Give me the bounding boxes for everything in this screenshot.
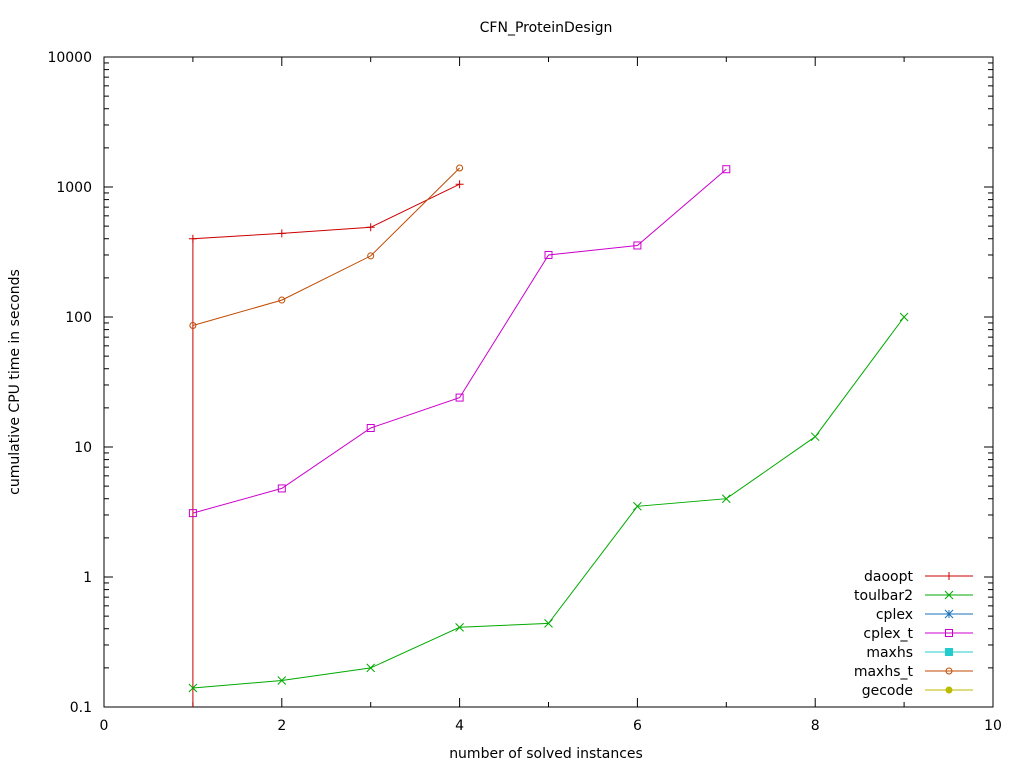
data-point-maxhs_t: [189, 322, 197, 330]
data-point-cplex_t: [722, 165, 731, 174]
series-maxhs_t: [189, 164, 464, 330]
legend-label-daoopt: daoopt: [864, 569, 913, 585]
x-tick-label: 6: [633, 718, 642, 734]
data-point-cplex_t: [277, 484, 286, 493]
y-tick-label: 0.1: [70, 700, 92, 716]
data-point-cplex_t: [455, 393, 464, 402]
data-point-toulbar2: [810, 432, 820, 442]
y-tick-label: 10: [74, 440, 92, 456]
legend-label-maxhs: maxhs: [866, 645, 913, 661]
y-tick-label: 100: [65, 310, 92, 326]
data-point-cplex_t: [188, 509, 197, 518]
legend-label-maxhs_t: maxhs_t: [854, 664, 914, 680]
data-point-toulbar2: [544, 618, 553, 628]
plot-frame: [103, 56, 994, 708]
axis-tick-labels: 0 2 4 6 8 10 0.1 1 10 100 1000 10000: [47, 50, 1001, 734]
legend-marker-daoopt: [945, 572, 953, 580]
data-point-cplex_t: [366, 424, 375, 433]
legend-marker-toulbar2: [944, 590, 954, 600]
legend-marker-maxhs: [945, 648, 953, 656]
x-tick-label: 0: [100, 718, 109, 734]
data-point-daoopt: [455, 180, 464, 189]
y-tick-label: 1: [83, 570, 92, 586]
data-point-cplex_t: [633, 241, 642, 250]
data-point-toulbar2: [721, 494, 731, 504]
legend-label-gecode: gecode: [862, 683, 913, 699]
data-point-daoopt: [366, 223, 375, 232]
series-line-daoopt: [192, 183, 460, 707]
data-point-maxhs_t: [367, 252, 375, 260]
data-point-toulbar2: [455, 622, 464, 632]
x-tick-label: 4: [455, 718, 464, 734]
series-line-cplex_t: [192, 168, 727, 514]
legend-marker-cplex_t: [945, 629, 953, 637]
x-tick-label: 2: [277, 718, 286, 734]
data-point-toulbar2: [188, 683, 198, 693]
data-point-toulbar2: [277, 676, 287, 685]
legend-marker-gecode: [945, 686, 953, 694]
series-layer: [188, 164, 909, 707]
series-cplex_t: [188, 165, 731, 518]
data-point-maxhs_t: [278, 296, 286, 304]
legend-label-toulbar2: toulbar2: [854, 588, 913, 604]
data-point-toulbar2: [366, 663, 376, 673]
legend-marker-maxhs_t: [945, 667, 953, 675]
chart-title: CFN_ProteinDesign: [480, 20, 613, 36]
y-axis-label: cumulative CPU time in seconds: [7, 269, 23, 495]
data-point-cplex_t: [544, 250, 553, 259]
x-axis-label: number of solved instances: [449, 746, 643, 762]
y-tick-label: 10000: [47, 50, 92, 66]
data-point-daoopt: [188, 234, 197, 243]
data-point-toulbar2: [633, 501, 642, 511]
x-tick-label: 8: [811, 718, 820, 734]
data-point-daoopt: [277, 229, 286, 238]
x-tick-label: 10: [984, 718, 1002, 734]
series-daoopt: [188, 180, 464, 707]
series-line-toulbar2: [192, 316, 905, 689]
y-tick-label: 1000: [56, 180, 92, 196]
data-point-toulbar2: [899, 312, 909, 322]
legend-label-cplex_t: cplex_t: [863, 626, 913, 642]
legend-marker-cplex: [944, 609, 954, 619]
axis-ticks: [103, 56, 994, 708]
series-toulbar2: [188, 312, 909, 693]
series-line-maxhs_t: [192, 167, 460, 326]
legend-label-cplex: cplex: [876, 607, 913, 623]
data-point-maxhs_t: [456, 164, 464, 172]
